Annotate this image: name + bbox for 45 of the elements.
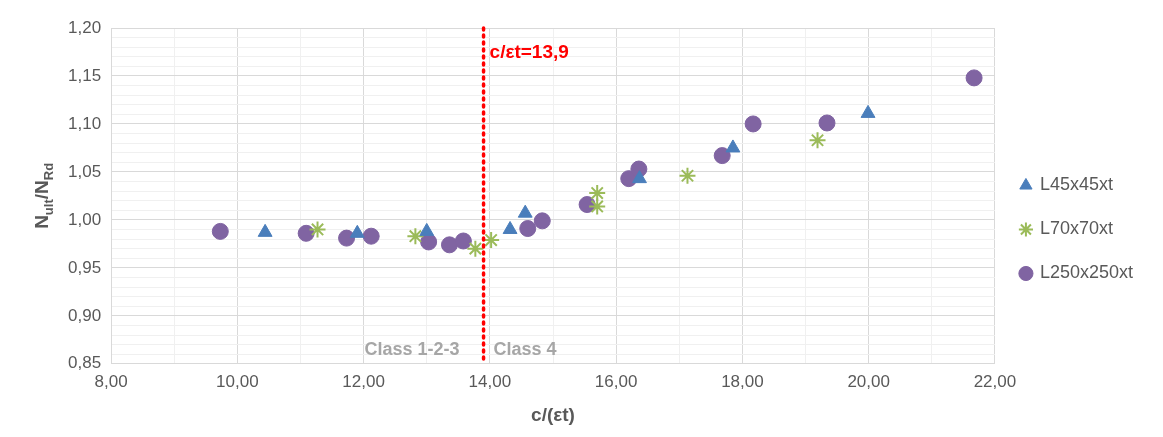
y-tick-label: 0,95 — [67, 257, 102, 277]
y-tick-label: 1,10 — [67, 113, 102, 133]
point — [308, 220, 327, 239]
point — [713, 147, 731, 165]
point — [632, 170, 647, 184]
ref-line-label: c/εt=13,9 — [489, 41, 569, 63]
point — [519, 220, 537, 238]
point — [588, 197, 607, 216]
x-tick-label: 18,00 — [721, 371, 764, 391]
x-axis-title: c/(εt) — [531, 403, 575, 425]
x-tick-label: 20,00 — [847, 371, 890, 391]
point — [420, 233, 438, 251]
point — [406, 227, 425, 246]
point — [678, 166, 697, 185]
x-tick-label: 12,00 — [342, 371, 385, 391]
x-tick-label: 8,00 — [94, 371, 128, 391]
legend-label: L250x250xt — [1039, 262, 1133, 283]
point — [965, 69, 983, 87]
x-tick-label: 22,00 — [973, 371, 1017, 391]
x-tick-label: 16,00 — [594, 371, 638, 391]
point — [211, 222, 229, 240]
y-tick-label: 1,15 — [67, 65, 102, 85]
y-tick-label: 0,90 — [67, 305, 102, 325]
point — [808, 131, 827, 150]
point — [440, 236, 458, 254]
point — [533, 212, 551, 230]
point — [744, 115, 762, 133]
y-tick-label: 1,00 — [67, 209, 102, 229]
y-axis-title: Nult/NRd — [31, 162, 56, 229]
y-tick-label: 1,05 — [67, 161, 102, 181]
point — [297, 224, 315, 242]
x-tick-label: 14,00 — [468, 371, 512, 391]
point — [725, 139, 741, 153]
x-tick-label: 10,00 — [216, 371, 259, 391]
point — [466, 239, 485, 258]
annotation: Class 4 — [493, 338, 557, 359]
annotation: Class 1-2-3 — [364, 338, 460, 359]
y-tick-label: 0,85 — [67, 353, 102, 373]
point — [454, 232, 472, 250]
legend-label: L45x45xt — [1039, 174, 1113, 195]
point — [362, 227, 380, 245]
y-tick-label: 1,20 — [67, 17, 102, 37]
point — [338, 229, 356, 247]
point — [818, 114, 836, 132]
legend-label: L70x70xt — [1039, 218, 1113, 239]
